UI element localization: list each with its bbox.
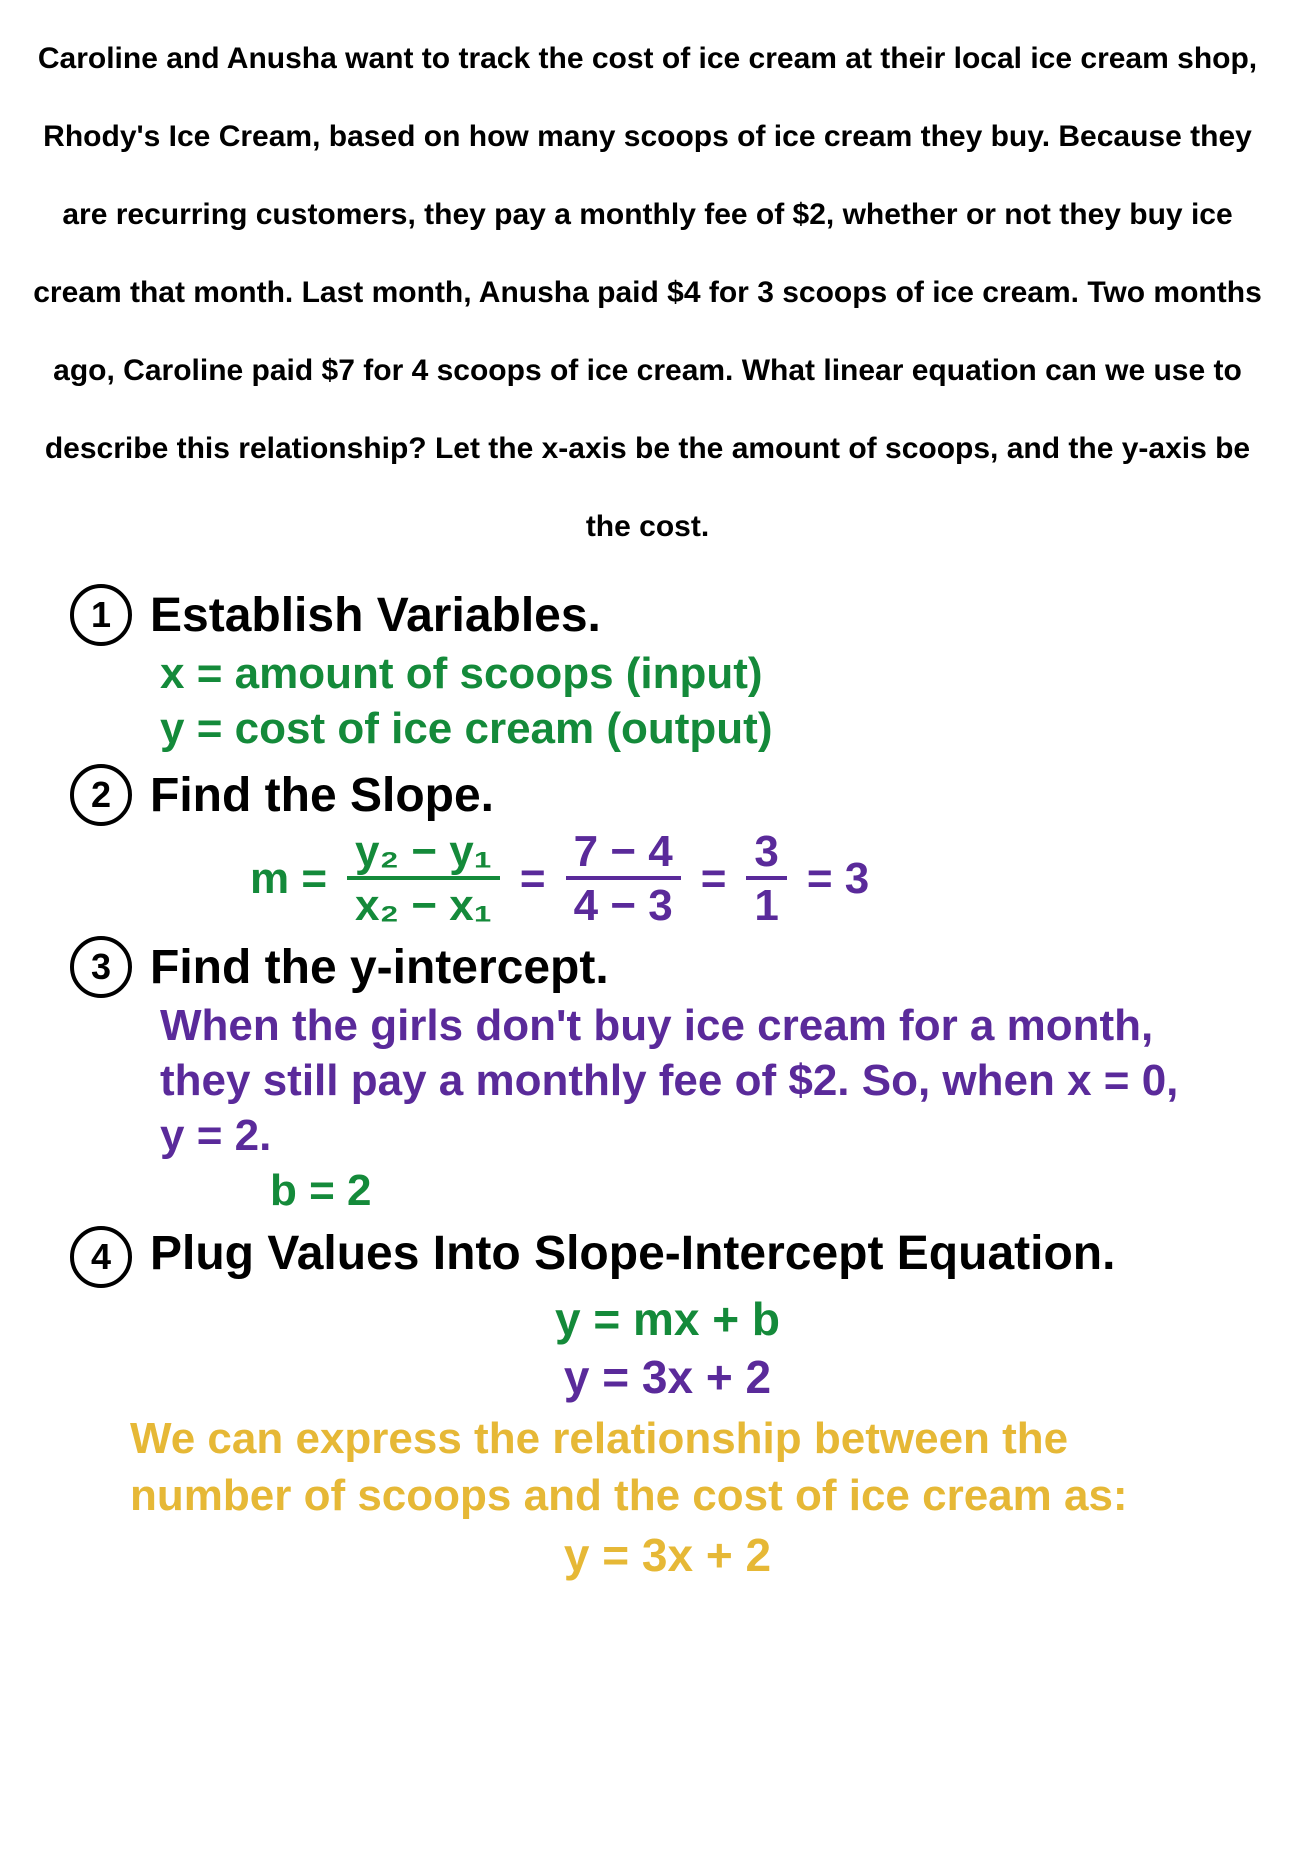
var-x-desc: = amount of scoops (input) bbox=[197, 649, 763, 698]
step-2-header: 2 Find the Slope. bbox=[70, 764, 1265, 826]
slope-f2-den: 4 − 3 bbox=[566, 880, 681, 928]
slope-f3-den: 1 bbox=[746, 880, 786, 928]
variables-y: y = cost of ice cream (output) bbox=[70, 701, 1265, 756]
slope-m: m = bbox=[250, 854, 327, 904]
var-y-label: y bbox=[160, 704, 184, 753]
slope-intercept-form: y = mx + b bbox=[70, 1292, 1265, 1346]
step-1-number: 1 bbox=[70, 584, 132, 646]
step-3-number: 3 bbox=[70, 936, 132, 998]
var-y-desc: = cost of ice cream (output) bbox=[197, 704, 773, 753]
slope-f3-num: 3 bbox=[746, 830, 786, 880]
step-4-header: 4 Plug Values Into Slope-Intercept Equat… bbox=[70, 1226, 1265, 1288]
conclusion-equation: y = 3x + 2 bbox=[70, 1528, 1265, 1582]
slope-f2-num: 7 − 4 bbox=[566, 830, 681, 880]
slope-f1-den: x₂ − x₁ bbox=[347, 880, 500, 928]
step-3-header: 3 Find the y-intercept. bbox=[70, 936, 1265, 998]
step-1-title: Establish Variables. bbox=[150, 588, 601, 643]
step-1-header: 1 Establish Variables. bbox=[70, 584, 1265, 646]
conclusion-text: We can express the relationship between … bbox=[70, 1404, 1265, 1524]
variables-x: x = amount of scoops (input) bbox=[70, 646, 1265, 701]
step-2-title: Find the Slope. bbox=[150, 768, 494, 823]
step-3-title: Find the y-intercept. bbox=[150, 940, 609, 995]
slope-frac-reduced: 3 1 bbox=[746, 830, 786, 928]
slope-frac-symbolic: y₂ − y₁ x₂ − x₁ bbox=[347, 830, 500, 928]
worked-solution: 1 Establish Variables. x = amount of sco… bbox=[10, 584, 1285, 1582]
slope-eq1: = bbox=[520, 854, 546, 904]
slope-f1-num: y₂ − y₁ bbox=[347, 830, 500, 880]
slope-eq2: = bbox=[701, 854, 727, 904]
intercept-explain: When the girls don't buy ice cream for a… bbox=[70, 998, 1210, 1163]
step-4-title: Plug Values Into Slope-Intercept Equatio… bbox=[150, 1226, 1115, 1281]
slope-computation: m = y₂ − y₁ x₂ − x₁ = 7 − 4 4 − 3 = 3 1 … bbox=[70, 830, 1265, 928]
var-x-label: x bbox=[160, 649, 184, 698]
step-4-number: 4 bbox=[70, 1226, 132, 1288]
intercept-b: b = 2 bbox=[70, 1163, 1265, 1218]
step-2-number: 2 bbox=[70, 764, 132, 826]
slope-frac-numbers: 7 − 4 4 − 3 bbox=[566, 830, 681, 928]
slope-intercept-filled: y = 3x + 2 bbox=[70, 1350, 1265, 1404]
slope-result: = 3 bbox=[807, 854, 869, 904]
problem-statement: Caroline and Anusha want to track the co… bbox=[10, 20, 1285, 576]
